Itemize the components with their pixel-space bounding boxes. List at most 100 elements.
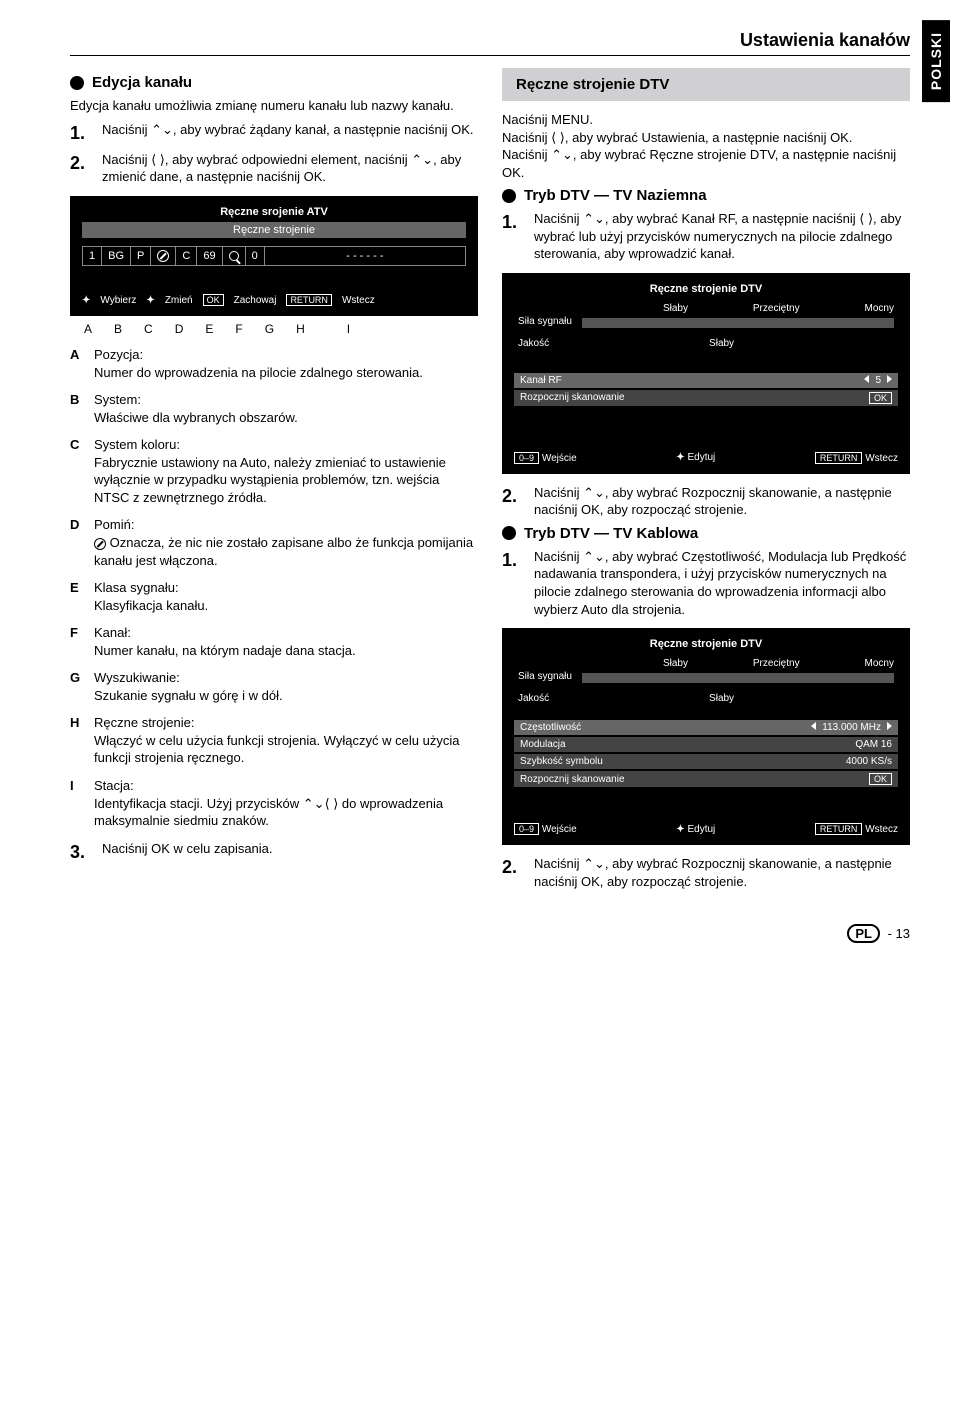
def-h: HRęczne strojenie:Włączyć w celu użycia … — [70, 714, 478, 767]
step-text: Naciśnij ⌃⌄, aby wybrać żądany kanał, a … — [102, 121, 478, 145]
def-title: Klasa sygnału: — [94, 580, 179, 595]
def-body: System:Właściwe dla wybranych obszarów. — [94, 391, 478, 426]
right-arrow-icon — [887, 722, 892, 730]
def-desc: Fabrycznie ustawiony na Auto, należy zmi… — [94, 455, 446, 505]
left-arrow-icon — [811, 722, 816, 730]
def-body: Pomiń: Oznacza, że nic nie zostało zapis… — [94, 516, 478, 569]
right-arrow-icon — [887, 375, 892, 383]
def-title: Kanał: — [94, 625, 131, 640]
callout: D — [175, 322, 184, 336]
foot-save: Zachowaj — [234, 295, 277, 306]
osd-title: Ręczne strojenie DTV — [514, 638, 898, 650]
bullet-icon — [502, 189, 516, 203]
page-footer: PL - 13 — [70, 926, 910, 941]
cable-step-2: 2. Naciśnij ⌃⌄, aby wybrać Rozpocznij sk… — [502, 855, 910, 890]
step-2: 2. Naciśnij ⟨ ⟩, aby wybrać odpowiedni e… — [70, 151, 478, 186]
ok-box: OK — [869, 392, 892, 404]
cell-pos: 1 — [83, 247, 102, 265]
foot-edit: ✦ Edytuj — [676, 824, 715, 835]
def-title: Pozycja: — [94, 347, 143, 362]
def-label: F — [70, 624, 86, 659]
quality-value: Słaby — [709, 693, 734, 704]
txt: Wstecz — [865, 453, 898, 464]
def-body: Stacja:Identyfikacja stacji. Użyj przyci… — [94, 777, 478, 830]
osd-footer: 0–9 Wejście ✦ Edytuj RETURN Wstecz — [514, 452, 898, 464]
digits-key: 0–9 — [514, 452, 539, 464]
txt: Wstecz — [865, 824, 898, 835]
scan-row: Rozpocznij skanowanie OK — [514, 390, 898, 406]
callout: B — [114, 322, 122, 336]
txt: Naciśnij MENU. — [502, 112, 593, 127]
cable-step-1: 1. Naciśnij ⌃⌄, aby wybrać Częstotliwość… — [502, 548, 910, 618]
foot-entry: 0–9 Wejście — [514, 823, 577, 835]
foot-back: Wstecz — [342, 295, 375, 306]
def-label: E — [70, 579, 86, 614]
val: 113.000 MHz — [822, 722, 881, 733]
callout: I — [347, 322, 350, 336]
ok-key: OK — [203, 294, 224, 306]
quality-label: Jakość — [518, 693, 549, 704]
txt: Naciśnij ⟨ ⟩, aby wybrać Ustawienia, a n… — [502, 130, 852, 145]
bullet-icon — [70, 76, 84, 90]
def-label: H — [70, 714, 86, 767]
heading-dtv-cable: Tryb DTV — TV Kablowa — [502, 525, 910, 542]
hdr-med: Przeciętny — [753, 658, 800, 669]
mod-value: QAM 16 — [855, 739, 892, 750]
hdr-weak: Słaby — [663, 658, 688, 669]
callout: H — [296, 322, 305, 336]
heading-text: Edycja kanału — [92, 74, 192, 91]
quality-row: JakośćSłaby — [514, 336, 898, 351]
def-g: GWyszukiwanie:Szukanie sygnału w górę i … — [70, 669, 478, 704]
return-key: RETURN — [815, 452, 863, 464]
def-i: IStacja:Identyfikacja stacji. Użyj przyc… — [70, 777, 478, 830]
def-desc: Szukanie sygnału w górę i w dół. — [94, 688, 283, 703]
def-d: DPomiń: Oznacza, że nic nie zostało zapi… — [70, 516, 478, 569]
def-desc: Numer kanału, na którym nadaje dana stac… — [94, 643, 356, 658]
hdr-strong: Mocny — [865, 303, 894, 314]
digits-key: 0–9 — [514, 823, 539, 835]
mod-row: ModulacjaQAM 16 — [514, 737, 898, 752]
callout: G — [265, 322, 274, 336]
blank — [518, 658, 598, 669]
cell-class: C — [176, 247, 197, 265]
def-label: C — [70, 436, 86, 506]
signal-row: Siła sygnału — [514, 314, 898, 336]
def-f: F Kanał: Numer kanału, na którym nadaje da… — [70, 624, 478, 659]
def-body: Pozycja: Numer do wprowadzenia na pilocie… — [94, 346, 478, 381]
return-key: RETURN — [286, 294, 332, 306]
def-desc: Numer do wprowadzenia na pilocie zdalneg… — [94, 365, 423, 380]
sym-value: 4000 KS/s — [846, 756, 892, 767]
cell-station: - - - - - - — [265, 247, 465, 265]
strength-header: Słaby Przeciętny Mocny — [514, 658, 898, 669]
signal-meter — [582, 318, 894, 328]
step-number: 1. — [502, 548, 524, 618]
def-e: EKlasa sygnału:Klasyfikacja kanału. — [70, 579, 478, 614]
def-c: CSystem koloru:Fabrycznie ustawiony na A… — [70, 436, 478, 506]
step-number: 1. — [70, 121, 92, 145]
txt: Edytuj — [687, 452, 715, 463]
foot-change: Zmień — [165, 295, 193, 306]
hdr-med: Przeciętny — [753, 303, 800, 314]
signal-meter — [582, 673, 894, 683]
scan-label: Rozpocznij skanowanie — [520, 392, 625, 403]
heading-text: Tryb DTV — TV Naziemna — [524, 187, 707, 204]
quality-row: Jakość Słaby — [514, 691, 898, 706]
signal-row: Siła sygnału — [514, 669, 898, 691]
bullet-icon — [502, 526, 516, 540]
page-number: 13 — [896, 926, 910, 941]
step-number: 2. — [502, 484, 524, 519]
osd-footer: 0–9 Wejście ✦ Edytuj RETURN Wstecz — [514, 823, 898, 835]
cell-manual: 0 — [246, 247, 265, 265]
def-title: System: — [94, 392, 141, 407]
quality-label: Jakość — [518, 338, 549, 349]
def-desc: Identyfikacja stacji. Użyj przycisków ⌃⌄… — [94, 796, 443, 829]
heading-text: Tryb DTV — TV Kablowa — [524, 525, 698, 542]
callout: F — [235, 322, 242, 336]
left-arrow-icon — [864, 375, 869, 383]
txt: Edytuj — [687, 824, 715, 835]
val: 5 — [875, 375, 881, 386]
channel-rf-row: Kanał RF 5 — [514, 373, 898, 388]
osd-row: 1 BG P C 69 0 - - - - - - — [82, 246, 466, 266]
step-text: Naciśnij ⌃⌄, aby wybrać Kanał RF, a nast… — [534, 210, 910, 263]
cell-search — [223, 247, 246, 265]
